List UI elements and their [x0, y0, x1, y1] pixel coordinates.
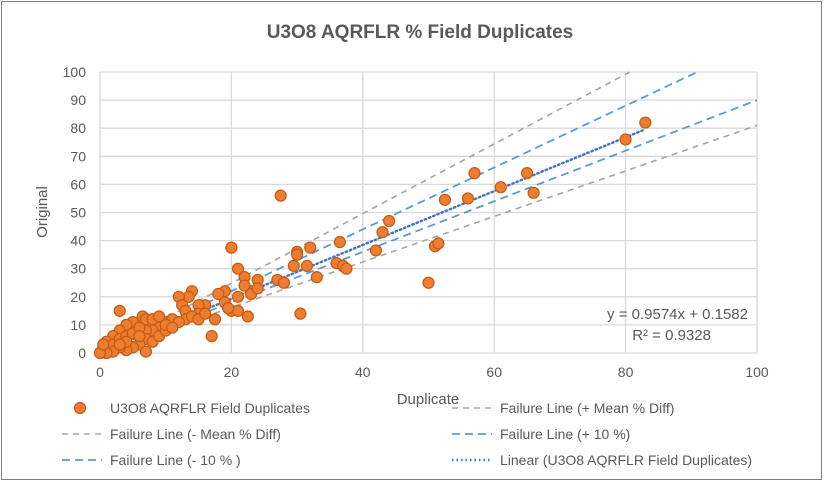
x-tick-label: 100: [745, 364, 769, 380]
data-point: [527, 186, 540, 199]
data-point: [199, 307, 212, 320]
legend-label: Linear (U3O8 AQRFLR Field Duplicates): [500, 452, 752, 468]
data-point: [287, 259, 300, 272]
data-point: [153, 310, 166, 323]
data-point: [432, 237, 445, 250]
y-tick-label: 70: [70, 148, 86, 164]
legend-label: Failure Line (+ Mean % Diff): [500, 400, 674, 416]
data-point: [639, 116, 652, 129]
data-point: [422, 276, 435, 289]
y-tick-label: 10: [70, 317, 86, 333]
x-axis-label: Duplicate: [397, 391, 460, 408]
data-point: [520, 167, 534, 180]
trend-r2: R² = 0.9328: [632, 327, 711, 344]
data-point: [139, 345, 153, 358]
data-point: [304, 241, 317, 254]
data-point: [212, 287, 225, 301]
y-tick-label: 80: [70, 120, 86, 136]
data-point: [113, 304, 126, 317]
data-point: [291, 248, 304, 261]
x-tick-label: 60: [486, 364, 502, 380]
x-tick-label: 0: [96, 364, 104, 380]
legend: U3O8 AQRFLR Field Duplicates Failure Line…: [62, 400, 752, 468]
legend-label: Failure Line (- Mean % Diff): [110, 426, 281, 442]
data-point: [294, 307, 307, 320]
y-tick-label: 0: [78, 345, 86, 361]
data-point: [369, 244, 383, 257]
data-point: [113, 338, 126, 351]
x-tick-label: 20: [224, 364, 240, 380]
legend-label: Failure Line (- 10 % ): [110, 452, 241, 468]
data-point: [468, 167, 481, 180]
data-point: [225, 241, 238, 254]
data-point: [277, 276, 291, 289]
x-tick-label: 40: [355, 364, 371, 380]
data-point: [97, 338, 110, 351]
data-point: [494, 181, 507, 194]
data-point: [340, 262, 353, 275]
data-point: [241, 310, 254, 323]
data-point: [238, 279, 251, 292]
data-point: [300, 259, 314, 272]
data-point: [222, 301, 235, 315]
data-point: [333, 235, 346, 249]
data-point: [382, 214, 396, 228]
data-point: [619, 133, 632, 146]
data-point: [231, 290, 245, 303]
data-point: [251, 282, 264, 295]
data-point: [166, 321, 179, 334]
data-point: [133, 330, 146, 343]
data-point: [438, 193, 452, 206]
trend-equation: y = 0.9574x + 0.1582: [607, 306, 748, 323]
legend-label: Failure Line (+ 10 %): [500, 426, 630, 442]
y-tick-label: 50: [70, 205, 86, 221]
legend-marker: [73, 401, 87, 415]
y-tick-label: 90: [70, 92, 86, 108]
data-point: [231, 262, 245, 275]
y-tick-label: 20: [70, 289, 86, 305]
data-point: [205, 330, 218, 343]
data-point: [461, 192, 475, 205]
y-tick-label: 30: [70, 261, 86, 277]
data-point: [274, 189, 287, 202]
data-point: [376, 226, 389, 239]
y-tick-label: 100: [63, 64, 87, 80]
data-point: [310, 271, 323, 284]
y-axis-label: Original: [34, 186, 51, 238]
y-tick-label: 40: [70, 233, 86, 249]
x-tick-label: 80: [618, 364, 634, 380]
legend-label: U3O8 AQRFLR Field Duplicates: [110, 400, 310, 416]
y-tick-label: 60: [70, 176, 86, 192]
chart-title: U3O8 AQRFLR % Field Duplicates: [267, 22, 574, 43]
data-point: [208, 313, 222, 326]
